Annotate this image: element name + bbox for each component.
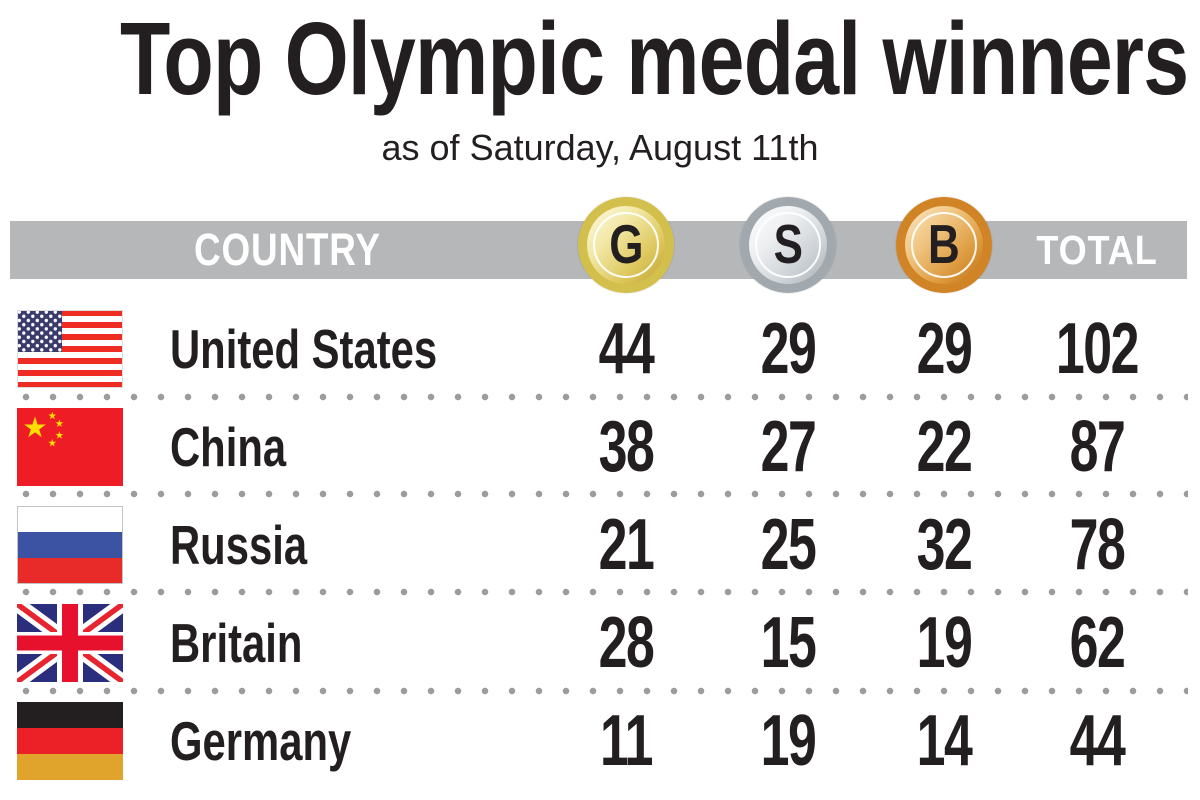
gold-medal-letter: G	[608, 212, 644, 275]
silver-count: 25	[760, 505, 817, 585]
country-name: United States	[170, 318, 438, 380]
page-title: Top Olympic medal winners	[120, 1, 1189, 116]
country-name: Britain	[170, 612, 303, 674]
row-separator	[22, 490, 1188, 498]
total-count: 78	[1069, 505, 1126, 585]
table-row-russia: Russia 21 25 32 78	[0, 496, 1200, 594]
bronze-count: 22	[916, 407, 973, 487]
gold-count: 11	[600, 701, 653, 781]
total-count: 44	[1069, 701, 1126, 781]
table-row-china: China 38 27 22 87	[0, 398, 1200, 496]
bronze-medal-icon: B	[896, 197, 992, 293]
bronze-medal-letter: B	[928, 212, 960, 275]
total-count: 62	[1069, 603, 1126, 683]
bronze-count: 14	[916, 701, 973, 781]
russia-flag-icon	[17, 506, 123, 584]
gold-medal-icon: G	[578, 197, 674, 293]
germany-flag-icon	[17, 702, 123, 780]
table-row-united-states: United States 44 29 29 102	[0, 300, 1200, 398]
total-count: 87	[1069, 407, 1126, 487]
total-column-header: TOTAL	[1036, 227, 1158, 273]
row-separator	[22, 393, 1188, 401]
silver-count: 15	[760, 603, 817, 683]
us-flag-icon	[17, 310, 123, 388]
bronze-count: 29	[916, 309, 973, 389]
country-column-header: COUNTRY	[194, 224, 381, 275]
row-separator	[22, 687, 1188, 695]
country-name: China	[170, 416, 287, 478]
country-name: Germany	[170, 710, 352, 772]
silver-medal-icon: S	[740, 197, 836, 293]
subtitle-date: as of Saturday, August 11th	[381, 127, 819, 168]
table-row-britain: Britain 28 15 19 62	[0, 594, 1200, 692]
bronze-count: 19	[916, 603, 973, 683]
row-separator	[22, 588, 1188, 596]
britain-flag-icon	[17, 604, 123, 682]
country-name: Russia	[170, 514, 308, 576]
silver-count: 19	[760, 701, 817, 781]
gold-count: 21	[598, 505, 655, 585]
china-flag-icon	[17, 408, 123, 486]
silver-medal-letter: S	[773, 212, 803, 275]
silver-count: 27	[760, 407, 817, 487]
total-count: 102	[1055, 309, 1140, 389]
gold-count: 38	[598, 407, 655, 487]
gold-count: 28	[598, 603, 655, 683]
table-row-germany: Germany 11 19 14 44	[0, 692, 1200, 790]
silver-count: 29	[760, 309, 817, 389]
bronze-count: 32	[916, 505, 973, 585]
gold-count: 44	[598, 309, 655, 389]
